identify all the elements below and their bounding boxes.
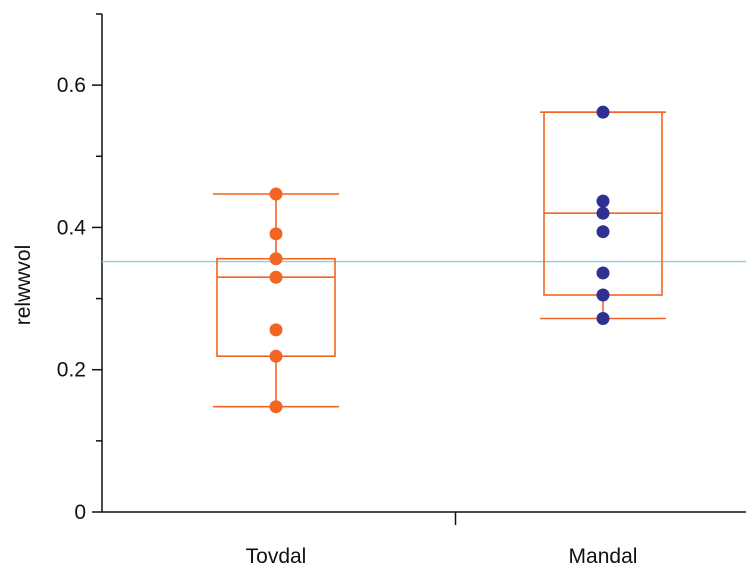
box-groups (213, 105, 666, 414)
y-tick-label: 0.4 (57, 216, 87, 239)
data-point (596, 266, 610, 280)
y-axis: 0 0.2 0.4 0.6 (57, 13, 103, 524)
y-tick-label: 0 (74, 501, 86, 524)
data-point (596, 225, 610, 239)
x-tick-label-tovdal: Tovdal (246, 545, 307, 568)
data-point (269, 349, 283, 363)
data-point (596, 206, 610, 220)
box-group-mandal (540, 105, 666, 325)
data-point (596, 288, 610, 302)
y-tick-label: 0.6 (57, 74, 86, 97)
data-point (269, 252, 283, 266)
data-point (269, 187, 283, 201)
box-group-tovdal (213, 187, 339, 414)
x-axis: Tovdal Mandal (102, 511, 746, 568)
data-point (596, 311, 610, 325)
x-tick-label-mandal: Mandal (569, 545, 638, 568)
data-point (596, 105, 610, 119)
data-point (269, 323, 283, 337)
data-point (269, 227, 283, 241)
data-point (596, 194, 610, 208)
data-point (269, 270, 283, 284)
y-tick-label: 0.2 (57, 359, 86, 382)
data-point (269, 400, 283, 414)
y-axis-title: relwwvol (12, 245, 35, 326)
